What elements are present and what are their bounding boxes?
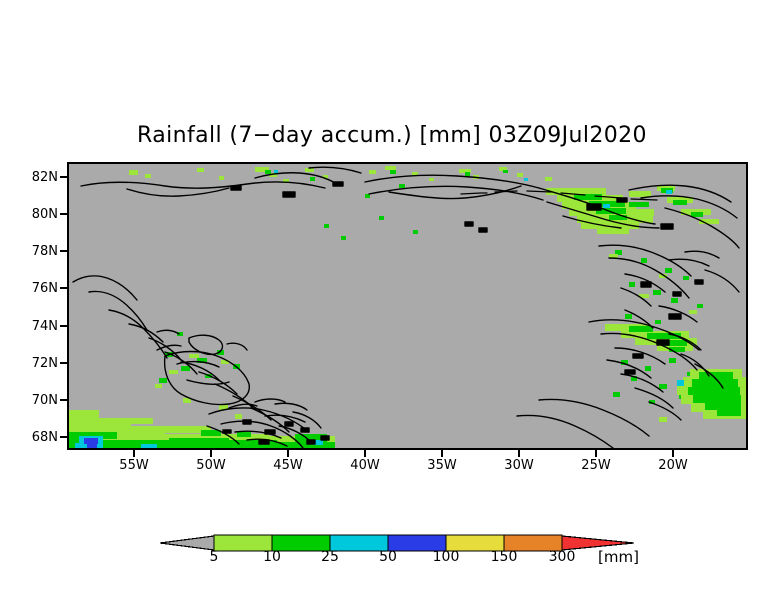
x-tick-label-40w: 40W (350, 458, 380, 473)
rainfall-band-5-10 (129, 166, 552, 183)
x-tick-45w (287, 450, 289, 457)
y-tick-label-82n: 82N (31, 170, 58, 185)
colorbar-tick-10: 10 (263, 549, 281, 565)
x-tick-55w (133, 450, 135, 457)
map-plot-area[interactable] (67, 162, 748, 450)
x-tick-label-50w: 50W (196, 458, 226, 473)
rainfall-interior-dots (324, 184, 418, 240)
x-tick-50w (210, 450, 212, 457)
y-tick-label-74n: 74N (31, 319, 58, 334)
rainfall-band-10-25-north (265, 170, 508, 181)
y-tick-76n (60, 287, 67, 289)
rainfall-east-scattered-light (609, 254, 697, 314)
coastline-layer (72, 166, 740, 448)
x-tick-label-25w: 25W (581, 458, 611, 473)
colorbar-svg (160, 534, 634, 552)
y-tick-74n (60, 325, 67, 327)
rainfall-sw-very-high (84, 438, 98, 448)
x-tick-label-20w: 20W (658, 458, 688, 473)
x-tick-20w (672, 450, 674, 457)
colorbar-swatch-under (160, 535, 215, 551)
x-tick-30w (518, 450, 520, 457)
rainfall-east-74n-mid (629, 326, 687, 352)
colorbar-tick-25: 25 (321, 549, 339, 565)
x-tick-40w (364, 450, 366, 457)
rainfall-west-70n-light (155, 354, 229, 388)
y-tick-label-80n: 80N (31, 207, 58, 222)
y-tick-80n (60, 213, 67, 215)
rainfall-band-25-50-north (274, 170, 528, 181)
rainfall-east-scattered (615, 250, 703, 324)
x-tick-25w (595, 450, 597, 457)
colorbar-units-label: [mm] (598, 548, 639, 566)
y-tick-label-78n: 78N (31, 244, 58, 259)
x-tick-label-35w: 35W (427, 458, 457, 473)
colorbar-tick-50: 50 (379, 549, 397, 565)
y-tick-label-72n: 72N (31, 356, 58, 371)
colorbar-tick-300: 300 (548, 549, 576, 565)
y-tick-70n (60, 399, 67, 401)
colorbar[interactable] (160, 533, 634, 553)
y-tick-78n (60, 250, 67, 252)
y-tick-82n (60, 176, 67, 178)
colorbar-tick-5: 5 (209, 549, 219, 565)
x-tick-label-55w: 55W (119, 458, 149, 473)
page-title: Rainfall (7−day accum.) [mm] 03Z09Jul202… (137, 123, 647, 148)
colorbar-tick-100: 100 (432, 549, 460, 565)
colorbar-swatch-over (561, 535, 634, 551)
y-tick-label-68n: 68N (31, 430, 58, 445)
rainfall-map-canvas (69, 164, 746, 448)
y-tick-72n (60, 362, 67, 364)
x-tick-35w (441, 450, 443, 457)
rainfall-east-edge-mid (688, 372, 741, 416)
y-tick-68n (60, 436, 67, 438)
y-tick-label-76n: 76N (31, 281, 58, 296)
y-tick-label-70n: 70N (31, 393, 58, 408)
rainfall-east-edge-high (677, 380, 684, 386)
rainfall-ne-cluster-high (603, 190, 672, 208)
x-tick-label-30w: 30W (504, 458, 534, 473)
x-tick-label-45w: 45W (273, 458, 303, 473)
colorbar-tick-150: 150 (490, 549, 518, 565)
